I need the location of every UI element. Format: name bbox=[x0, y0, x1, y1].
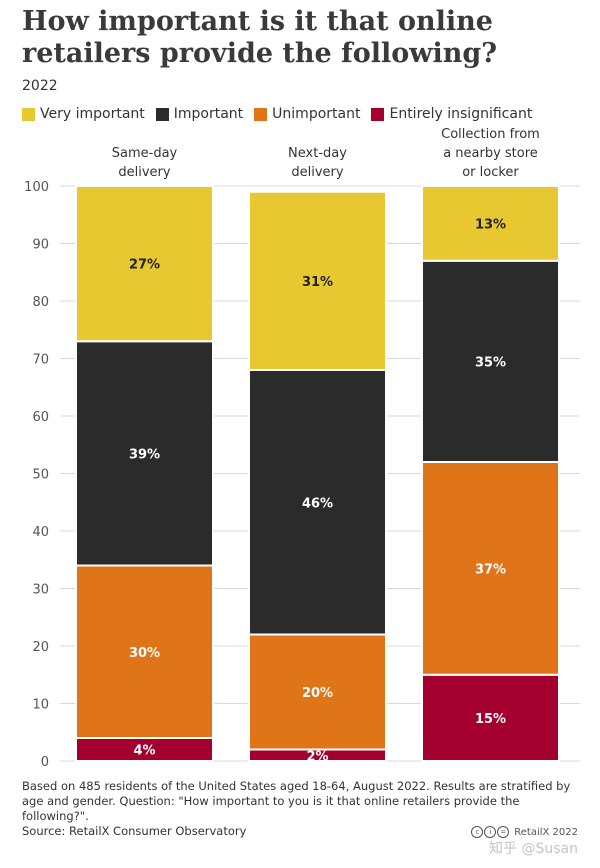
legend-item-unimportant: Unimportant bbox=[254, 106, 360, 122]
source-line: Source: RetailX Consumer Observatory bbox=[22, 824, 247, 838]
category-label: delivery bbox=[291, 165, 344, 180]
bar-segment bbox=[75, 185, 214, 343]
bar-segment bbox=[248, 633, 387, 751]
data-label: 20% bbox=[302, 686, 333, 701]
y-tick-label: 10 bbox=[32, 698, 49, 713]
bar-segment bbox=[421, 259, 560, 463]
legend-swatch bbox=[22, 107, 35, 121]
y-tick-label: 50 bbox=[32, 468, 49, 483]
y-tick-label: 90 bbox=[32, 238, 49, 253]
legend-swatch bbox=[155, 107, 169, 121]
category-label: or locker bbox=[462, 165, 519, 180]
creative-commons-icon: c i = bbox=[471, 826, 510, 838]
y-tick-label: 80 bbox=[32, 295, 49, 310]
brand-mark: c i = RetailX 2022 bbox=[471, 826, 578, 838]
chart-title: How important is it that online retailer… bbox=[22, 6, 498, 69]
y-tick-label: 100 bbox=[24, 180, 49, 195]
y-tick-label: 20 bbox=[32, 640, 49, 655]
y-tick-label: 40 bbox=[32, 525, 49, 540]
data-label: 31% bbox=[302, 275, 333, 290]
data-label: 2% bbox=[306, 749, 328, 764]
legend-label: Entirely insignificant bbox=[389, 106, 533, 122]
data-label: 27% bbox=[129, 258, 160, 273]
bar-segment bbox=[75, 340, 214, 567]
category-label: a nearby store bbox=[443, 146, 538, 161]
data-label: 4% bbox=[133, 744, 155, 759]
methodology-note: Based on 485 residents of the United Sta… bbox=[22, 779, 571, 823]
legend-label: Unimportant bbox=[272, 106, 361, 122]
legend-label: Important bbox=[173, 106, 244, 122]
legend-item-important: Important bbox=[155, 106, 244, 122]
bar-segment bbox=[421, 673, 560, 762]
chart-footnote: Based on 485 residents of the United Sta… bbox=[22, 779, 582, 839]
data-label: 37% bbox=[475, 562, 506, 577]
data-label: 35% bbox=[475, 355, 506, 370]
bar-segment bbox=[248, 190, 387, 371]
chart-subtitle: 2022 bbox=[22, 78, 58, 94]
legend-swatch bbox=[371, 107, 385, 121]
y-tick-label: 0 bbox=[41, 755, 49, 770]
data-label: 15% bbox=[475, 712, 506, 727]
legend-label: Very important bbox=[40, 106, 145, 122]
data-label: 30% bbox=[129, 646, 160, 661]
legend: Very important Important Unimportant Ent… bbox=[22, 104, 543, 124]
category-label: Next-day bbox=[288, 146, 347, 161]
bar-segment bbox=[421, 185, 560, 262]
legend-swatch bbox=[254, 107, 268, 121]
category-label: delivery bbox=[118, 165, 171, 180]
legend-item-very-important: Very important bbox=[22, 106, 145, 122]
data-label: 46% bbox=[302, 496, 333, 511]
y-tick-label: 60 bbox=[32, 410, 49, 425]
watermark: 知乎 @Susan bbox=[489, 841, 578, 857]
bar-segment bbox=[421, 461, 560, 676]
data-label: 39% bbox=[129, 447, 160, 462]
category-label: Same-day bbox=[112, 146, 178, 161]
data-label: 13% bbox=[475, 217, 506, 232]
bar-segment bbox=[248, 369, 387, 636]
y-tick-label: 30 bbox=[32, 583, 49, 598]
category-label: Collection from bbox=[441, 127, 540, 142]
legend-item-entirely-insignificant: Entirely insignificant bbox=[371, 106, 532, 122]
y-tick-label: 70 bbox=[32, 353, 49, 368]
brand-label: RetailX 2022 bbox=[514, 826, 578, 838]
